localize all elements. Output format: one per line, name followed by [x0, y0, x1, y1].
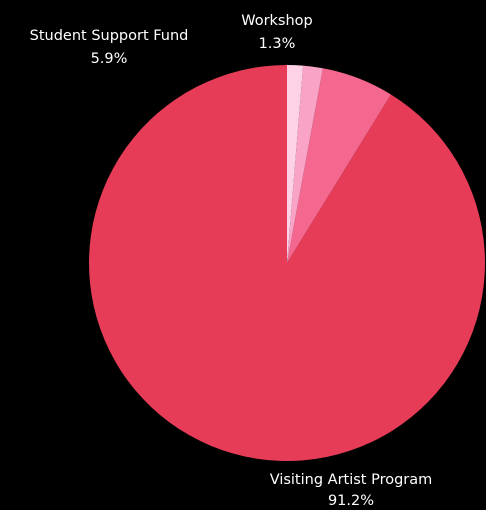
label-visiting-artist-program-name: Visiting Artist Program [270, 472, 433, 488]
label-workshop-value: 1.3% [259, 36, 296, 52]
pie-slice-visiting-artist-program [89, 65, 486, 461]
label-visiting-artist-program-value: 91.2% [328, 493, 374, 509]
pie-slice-workshop [287, 65, 304, 263]
label-workshop-name: Workshop [241, 13, 313, 29]
pie-slice-other [287, 65, 323, 263]
label-student-support-fund-name: Student Support Fund [30, 28, 189, 44]
pie-slice-student-support-fund [287, 68, 391, 263]
pie-slices [89, 65, 486, 461]
label-student-support-fund-value: 5.9% [91, 51, 128, 67]
